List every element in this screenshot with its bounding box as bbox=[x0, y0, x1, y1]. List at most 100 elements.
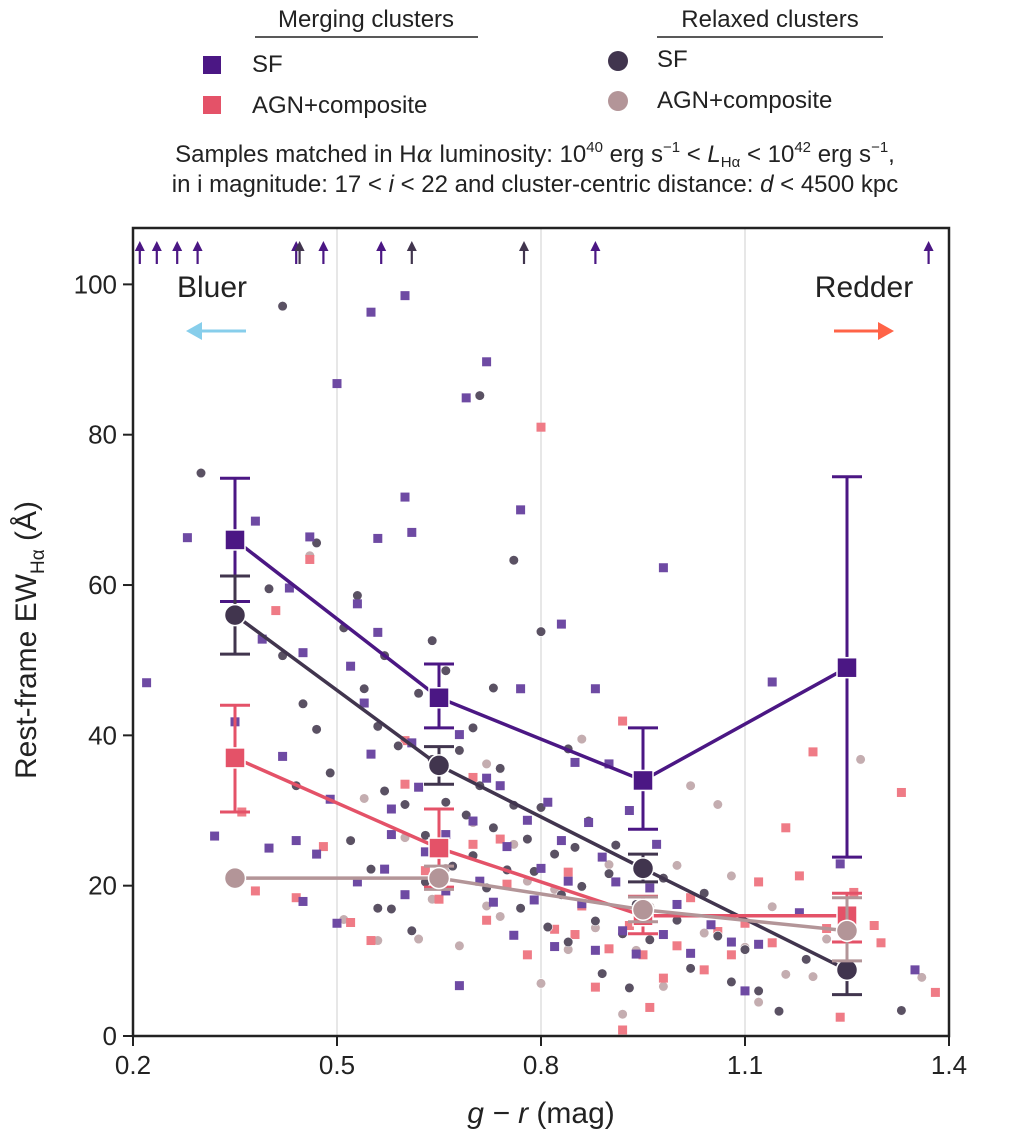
scatter-point-relaxed-sf bbox=[753, 985, 764, 997]
scatter-point-merging-agn bbox=[570, 930, 580, 940]
scatter-point-merging-agn bbox=[468, 839, 478, 849]
scatter-point-merging-agn bbox=[434, 894, 444, 904]
subtitle-1-alpha: α bbox=[417, 140, 433, 168]
subtitle-1-exp3: 42 bbox=[794, 139, 811, 156]
scatter-point-merging-agn bbox=[740, 918, 750, 928]
scatter-point-merging-agn bbox=[658, 973, 668, 983]
scatter-point-relaxed-agn bbox=[671, 860, 683, 871]
subtitle-line-1: Samples matched in Hα luminosity: 1040 e… bbox=[175, 139, 895, 171]
scatter-point-relaxed-sf bbox=[454, 745, 465, 756]
scatter-point-merging-sf bbox=[550, 942, 560, 952]
scatter-point-relaxed-sf bbox=[413, 688, 424, 699]
y-tick-label: 0 bbox=[103, 1021, 117, 1051]
y-axis-label-main: Rest-frame EW bbox=[10, 573, 43, 779]
scatter-point-relaxed-sf bbox=[576, 881, 587, 892]
subtitle-2a: in i magnitude: 17 < bbox=[172, 171, 389, 198]
scatter-point-merging-agn bbox=[767, 938, 777, 948]
redder-arrow-head bbox=[878, 322, 894, 340]
scatter-point-relaxed-sf bbox=[386, 903, 397, 915]
scatter-point-relaxed-sf bbox=[393, 740, 404, 751]
scatter-point-merging-agn bbox=[794, 871, 804, 881]
scatter-point-relaxed-sf bbox=[399, 799, 411, 810]
legend-merging-agn-marker bbox=[203, 96, 221, 114]
scatter-point-relaxed-agn bbox=[855, 754, 866, 765]
scatter-point-merging-sf bbox=[298, 648, 308, 658]
marker-merging-agn-composite bbox=[224, 747, 246, 769]
series-line-merging-agn-composite bbox=[234, 756, 847, 918]
scatter-point-merging-agn bbox=[271, 606, 281, 616]
scatter-point-merging-agn bbox=[672, 941, 682, 951]
scatter-point-relaxed-sf bbox=[549, 849, 560, 860]
scatter-point-relaxed-sf bbox=[590, 915, 601, 927]
scatter-point-merging-agn bbox=[495, 834, 505, 844]
scatter-point-merging-sf bbox=[420, 847, 430, 857]
bluer-arrow-head bbox=[186, 322, 202, 340]
scatter-point-relaxed-sf bbox=[488, 822, 499, 833]
scatter-point-merging-sf bbox=[767, 677, 777, 687]
scatter-point-merging-sf bbox=[604, 759, 614, 769]
marker-relaxed-sf bbox=[631, 857, 655, 880]
scatter-point-merging-sf bbox=[346, 661, 356, 671]
scatter-point-relaxed-agn bbox=[726, 870, 737, 882]
subtitle-1-L: L bbox=[707, 141, 720, 168]
scatter-point-merging-sf bbox=[740, 986, 750, 996]
scatter-point-relaxed-sf bbox=[569, 842, 581, 853]
subtitle-2b: < 22 and cluster-centric distance: bbox=[394, 171, 760, 198]
subtitle-1d: < bbox=[680, 141, 707, 168]
scatter-point-relaxed-agn bbox=[807, 971, 819, 982]
scatter-point-merging-sf bbox=[468, 816, 478, 826]
scatter-point-merging-agn bbox=[781, 823, 791, 833]
scatter-point-relaxed-sf bbox=[277, 301, 288, 312]
scatter-point-merging-sf bbox=[516, 505, 526, 515]
scatter-point-merging-sf bbox=[611, 877, 621, 887]
subtitle-1g: , bbox=[888, 141, 895, 168]
scatter-point-merging-agn bbox=[346, 918, 356, 928]
scatter-point-merging-sf bbox=[488, 897, 498, 907]
scatter-point-relaxed-sf bbox=[365, 864, 377, 875]
scatter-point-relaxed-sf bbox=[896, 1005, 907, 1016]
scatter-point-merging-agn bbox=[563, 867, 573, 877]
legend-relaxed-agn-label: AGN+composite bbox=[657, 87, 832, 114]
scatter-point-relaxed-sf bbox=[379, 785, 390, 797]
y-axis-label-unit: (Å) bbox=[10, 501, 43, 549]
scatter-point-merging-sf bbox=[624, 806, 634, 816]
scatter-point-merging-agn bbox=[550, 924, 560, 934]
y-axis-label-sub: Hα bbox=[28, 549, 49, 574]
scatter-point-relaxed-sf bbox=[420, 830, 431, 841]
x-tick-label: 1.1 bbox=[727, 1050, 763, 1080]
scatter-point-relaxed-sf bbox=[712, 930, 723, 942]
scatter-point-relaxed-agn bbox=[359, 793, 370, 804]
scatter-point-merging-sf bbox=[332, 918, 342, 928]
scatter-point-merging-agn bbox=[686, 893, 696, 903]
scatter-point-relaxed-agn bbox=[576, 734, 587, 745]
scatter-point-relaxed-agn bbox=[699, 927, 710, 939]
scatter-point-merging-sf bbox=[910, 965, 920, 975]
x-tick-label: 0.5 bbox=[319, 1050, 355, 1080]
scatter-point-relaxed-agn bbox=[767, 901, 778, 912]
scatter-point-relaxed-sf bbox=[610, 839, 621, 851]
scatter-point-merging-sf bbox=[502, 842, 512, 852]
scatter-point-relaxed-agn bbox=[658, 981, 669, 992]
subtitle-1e: < 10 bbox=[740, 141, 794, 168]
scatter-point-merging-sf bbox=[400, 492, 410, 502]
scatter-point-merging-sf bbox=[482, 357, 492, 367]
scatter-point-merging-sf bbox=[407, 738, 417, 748]
y-tick-label: 40 bbox=[88, 720, 117, 750]
scatter-point-merging-sf bbox=[284, 583, 294, 593]
scatter-point-merging-sf bbox=[529, 895, 539, 905]
x-tick-label: 1.4 bbox=[931, 1050, 967, 1080]
scatter-point-merging-agn bbox=[502, 879, 512, 889]
marker-merging-sf bbox=[632, 769, 654, 792]
scatter-point-merging-sf bbox=[495, 781, 505, 791]
scatter-point-merging-sf bbox=[182, 533, 192, 543]
scatter-point-relaxed-agn bbox=[454, 940, 465, 951]
scatter-point-relaxed-agn bbox=[685, 780, 696, 791]
scatter-point-merging-sf bbox=[380, 864, 390, 874]
scatter-point-merging-sf bbox=[250, 516, 260, 526]
scatter-point-merging-sf bbox=[454, 981, 464, 991]
legend-merging-sf-marker bbox=[203, 56, 221, 74]
scatter-point-relaxed-sf bbox=[352, 590, 363, 601]
scatter-point-relaxed-sf bbox=[563, 936, 574, 948]
marker-merging-sf bbox=[428, 687, 450, 709]
